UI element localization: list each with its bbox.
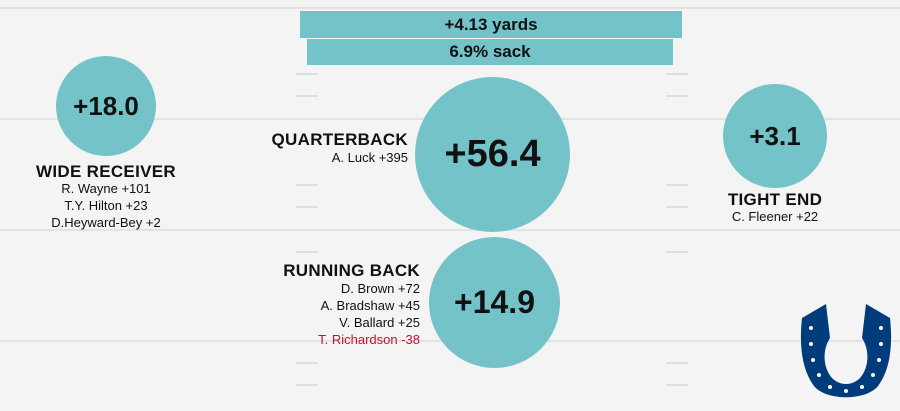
wide-receiver-title: WIDE RECEIVER (36, 162, 176, 181)
hash-mark (666, 384, 688, 386)
tight-end-player: C. Fleener +22 (731, 209, 819, 224)
hash-mark (296, 206, 318, 208)
sack-bar: 6.9% sack (307, 39, 673, 65)
hash-mark (296, 184, 318, 186)
running-back-player-negative: T. Richardson -38 (318, 332, 420, 347)
hash-mark (666, 206, 688, 208)
hash-mark (666, 251, 688, 253)
hash-mark (296, 384, 318, 386)
quarterback-title: QUARTERBACK (271, 130, 408, 149)
running-back-player: D. Brown +72 (340, 281, 420, 296)
running-back-player: A. Bradshaw +45 (320, 298, 420, 313)
quarterback-player: A. Luck +395 (331, 150, 408, 165)
field-line (0, 7, 900, 9)
hash-mark (296, 251, 318, 253)
wide-receiver-value: +18.0 (73, 90, 139, 121)
tight-end-title: TIGHT END (727, 190, 823, 209)
horseshoe-logo (800, 304, 892, 398)
yards-bar: +4.13 yards (300, 11, 682, 38)
hash-mark (666, 184, 688, 186)
wide-receiver-player: D.Heyward-Bey +2 (51, 215, 161, 230)
wide-receiver-player: R. Wayne +101 (61, 181, 151, 196)
hash-mark (296, 95, 318, 97)
running-back-player: V. Ballard +25 (339, 315, 420, 330)
hash-mark (666, 362, 688, 364)
hash-mark (296, 362, 318, 364)
tight-end-circle: +3.1 (723, 84, 827, 188)
quarterback-value: +56.4 (444, 133, 541, 175)
hash-mark (296, 73, 318, 75)
hash-mark (666, 73, 688, 75)
tight-end-value: +3.1 (749, 120, 801, 151)
running-back-circle: +14.9 (429, 237, 560, 368)
running-back-value: +14.9 (454, 284, 535, 320)
hash-mark (666, 95, 688, 97)
field-line (0, 229, 900, 231)
quarterback-circle: +56.4 (415, 77, 570, 232)
wide-receiver-player: T.Y. Hilton +23 (64, 198, 148, 213)
wide-receiver-circle: +18.0 (56, 56, 156, 156)
running-back-title: RUNNING BACK (283, 261, 420, 280)
